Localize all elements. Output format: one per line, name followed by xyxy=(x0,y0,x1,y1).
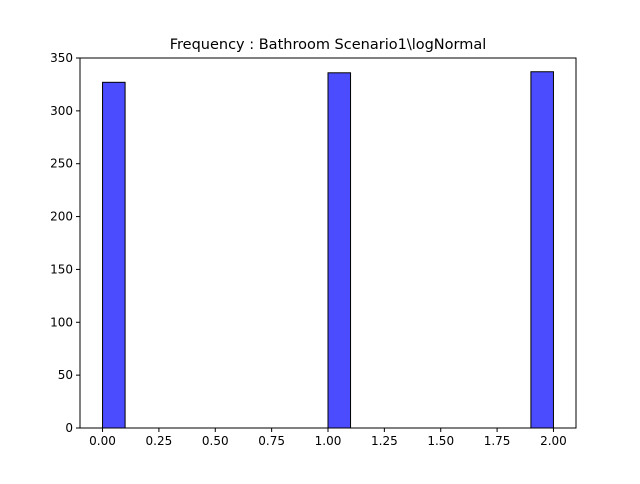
x-tick-label: 0.75 xyxy=(258,434,285,448)
y-tick-label: 0 xyxy=(65,421,73,435)
x-tick-label: 0.00 xyxy=(89,434,116,448)
x-tick-label: 2.00 xyxy=(540,434,567,448)
histogram-bar-2 xyxy=(530,71,554,429)
x-tick-label: 1.75 xyxy=(484,434,511,448)
y-tick-label: 300 xyxy=(50,104,73,118)
chart-title: Frequency : Bathroom Scenario1\logNormal xyxy=(170,37,487,53)
histogram-bar-1 xyxy=(327,72,352,429)
x-tick-label: 1.25 xyxy=(371,434,398,448)
plot-frame xyxy=(79,57,577,429)
y-tick-label: 350 xyxy=(50,51,73,65)
histogram-bar-0 xyxy=(102,81,126,429)
y-tick-label: 150 xyxy=(50,262,73,276)
x-tick-label: 1.00 xyxy=(315,434,342,448)
x-tick-label: 1.50 xyxy=(427,434,454,448)
y-tick-label: 200 xyxy=(50,210,73,224)
y-tick-label: 100 xyxy=(50,315,73,329)
bars-layer xyxy=(102,71,554,429)
x-tick-label: 0.25 xyxy=(146,434,173,448)
x-axis: 0.00 0.25 0.50 0.75 1.00 1.25 1.50 1.75 2.00 xyxy=(89,428,567,448)
y-tick-label: 50 xyxy=(58,368,73,382)
y-tick-label: 250 xyxy=(50,157,73,171)
x-tick-label: 0.50 xyxy=(202,434,229,448)
y-axis: 0 50 100 150 200 250 300 350 xyxy=(50,51,80,435)
